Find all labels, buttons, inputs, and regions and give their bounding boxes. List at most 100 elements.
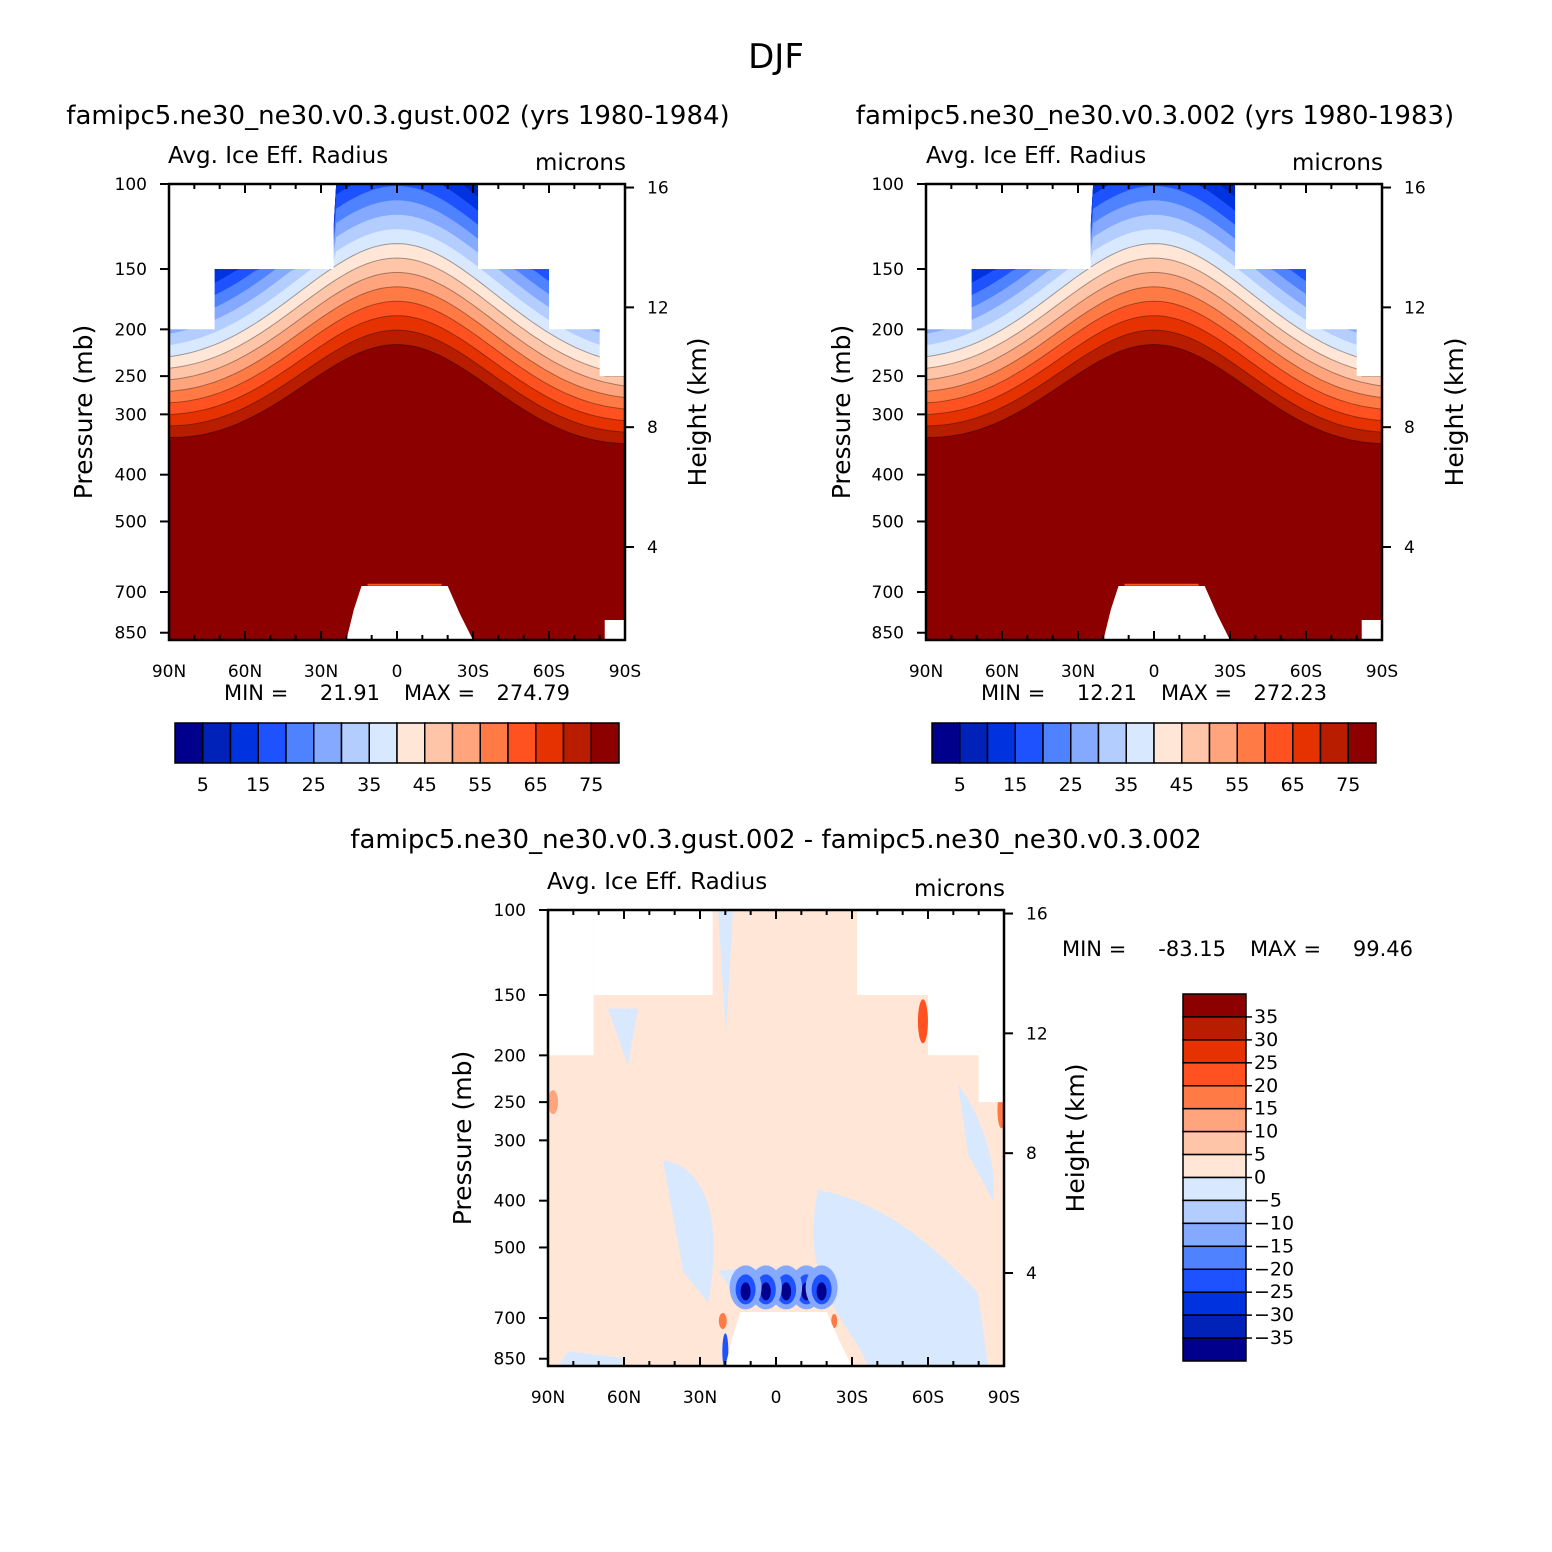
panel-3-right-axis: 16 12 8 4 <box>1004 905 1048 1284</box>
panel-1: famipc5.ne30_ne30.v0.3.gust.002 (yrs 198… <box>66 101 729 796</box>
positive-spot <box>718 1312 727 1329</box>
colorbar-label: 65 <box>524 774 548 796</box>
contour-band <box>169 343 625 640</box>
colorbar-box <box>229 722 259 764</box>
panel-3-ylabel: Pressure (mb) <box>448 1051 477 1225</box>
negative-core <box>722 1333 729 1366</box>
panel-2-y-axis: 100 150 200 250 300 400 500 700 850 <box>872 175 926 644</box>
colorbar-box <box>931 722 961 764</box>
colorbar-label: 65 <box>1281 774 1305 796</box>
right-tick-label: 12 <box>1404 298 1426 318</box>
panel-1-min-label: MIN = <box>224 681 288 705</box>
colorbar-box <box>1014 722 1044 764</box>
x-tick-label: 0 <box>392 662 403 682</box>
colorbar-label: 55 <box>468 774 492 796</box>
panel-1-ylabel: Pressure (mb) <box>69 325 98 499</box>
panel-2-right-subtitle: microns <box>1292 150 1383 176</box>
contour-band <box>926 343 1382 640</box>
missing-region <box>928 910 979 1056</box>
field-layers <box>169 184 625 640</box>
y-tick-label: 500 <box>115 512 147 532</box>
colorbar-box <box>479 722 509 764</box>
missing-region <box>346 585 473 640</box>
x-tick-label: 60N <box>228 662 262 682</box>
colorbar-label: −15 <box>1254 1235 1294 1257</box>
y-tick-label: 400 <box>494 1192 526 1212</box>
x-tick-label: 90N <box>531 1388 565 1408</box>
right-tick-label: 12 <box>647 298 669 318</box>
missing-region <box>549 184 600 330</box>
missing-region <box>926 184 972 330</box>
y-tick-label: 250 <box>872 367 904 387</box>
colorbar-box <box>562 722 592 764</box>
colorbar-label: 35 <box>357 774 381 796</box>
colorbar-label: −35 <box>1254 1327 1294 1349</box>
panel-2-min-value: 12.21 <box>1077 681 1137 705</box>
panel-3-min-value: -83.15 <box>1158 937 1226 961</box>
y-tick-label: 300 <box>494 1131 526 1151</box>
colorbar-box <box>1182 1062 1247 1087</box>
y-tick-label: 250 <box>115 367 147 387</box>
x-tick-label: 30S <box>457 662 489 682</box>
missing-region <box>1306 184 1357 330</box>
colorbar-label: 45 <box>413 774 437 796</box>
missing-region <box>548 910 594 1056</box>
missing-region <box>857 910 928 996</box>
x-tick-label: 0 <box>771 1388 782 1408</box>
panel-2-field <box>926 184 1382 640</box>
colorbar-box <box>1182 1314 1247 1339</box>
y-tick-label: 700 <box>494 1309 526 1329</box>
negative-region <box>558 1351 628 1366</box>
right-tick-label: 12 <box>1026 1024 1048 1044</box>
x-tick-label: 90N <box>909 662 943 682</box>
colorbar-box <box>1182 1130 1247 1156</box>
y-tick-label: 100 <box>872 175 904 195</box>
colorbar-box <box>1347 722 1377 764</box>
colorbar-label: −5 <box>1254 1189 1282 1211</box>
panel-3-x-axis: 90N 60N 30N 0 30S 60S 90S <box>531 910 1020 1408</box>
panel-1-right-axis: 16 12 8 4 <box>625 179 669 558</box>
y-tick-label: 500 <box>872 512 904 532</box>
x-tick-label: 0 <box>1149 662 1160 682</box>
right-tick-label: 4 <box>1404 538 1415 558</box>
panel-1-colorbar: 5 15 25 35 45 55 65 75 <box>174 722 620 796</box>
missing-region <box>1361 620 1382 640</box>
panel-1-left-subtitle: Avg. Ice Eff. Radius <box>168 143 388 169</box>
negative-core <box>816 1282 827 1301</box>
colorbar-box <box>451 722 481 764</box>
colorbar-box <box>1182 1039 1247 1064</box>
y-tick-label: 200 <box>494 1046 526 1066</box>
negative-region <box>663 1160 714 1303</box>
panel-3-y-axis: 100 150 200 250 300 400 500 700 850 <box>494 901 548 1370</box>
panel-1-max-label: MAX = <box>404 681 475 705</box>
y-tick-label: 400 <box>872 466 904 486</box>
colorbar-label: −10 <box>1254 1212 1294 1234</box>
diff-title: famipc5.ne30_ne30.v0.3.gust.002 - famipc… <box>350 825 1201 855</box>
x-tick-label: 90S <box>988 1388 1020 1408</box>
colorbar-box <box>1182 1291 1247 1316</box>
panel-1-y-axis: 100 150 200 250 300 400 500 700 850 <box>115 175 169 644</box>
colorbar-box <box>507 722 537 764</box>
colorbar-label: 0 <box>1254 1167 1266 1189</box>
colorbar-box <box>340 722 370 764</box>
figure-title: DJF <box>748 37 804 77</box>
colorbar-box <box>1042 722 1072 764</box>
missing-region <box>1235 184 1306 270</box>
right-tick-label: 8 <box>647 418 658 438</box>
panel-2-right-axis: 16 12 8 4 <box>1382 179 1426 558</box>
colorbar-box <box>1208 722 1238 764</box>
colorbar-box <box>1182 1222 1247 1248</box>
panel-3-max-value: 99.46 <box>1353 937 1413 961</box>
colorbar-label: 45 <box>1170 774 1194 796</box>
y-tick-label: 150 <box>872 260 904 280</box>
x-tick-label: 90S <box>1366 662 1398 682</box>
negative-core <box>740 1282 751 1301</box>
colorbar-label: 25 <box>302 774 326 796</box>
panel-3-max-label: MAX = <box>1250 937 1321 961</box>
negative-region <box>813 1189 988 1366</box>
negative-core <box>760 1282 771 1301</box>
x-tick-label: 30S <box>836 1388 868 1408</box>
negative-region <box>958 1084 994 1201</box>
colorbar-box <box>1182 1016 1247 1041</box>
colorbar-label: 55 <box>1225 774 1249 796</box>
